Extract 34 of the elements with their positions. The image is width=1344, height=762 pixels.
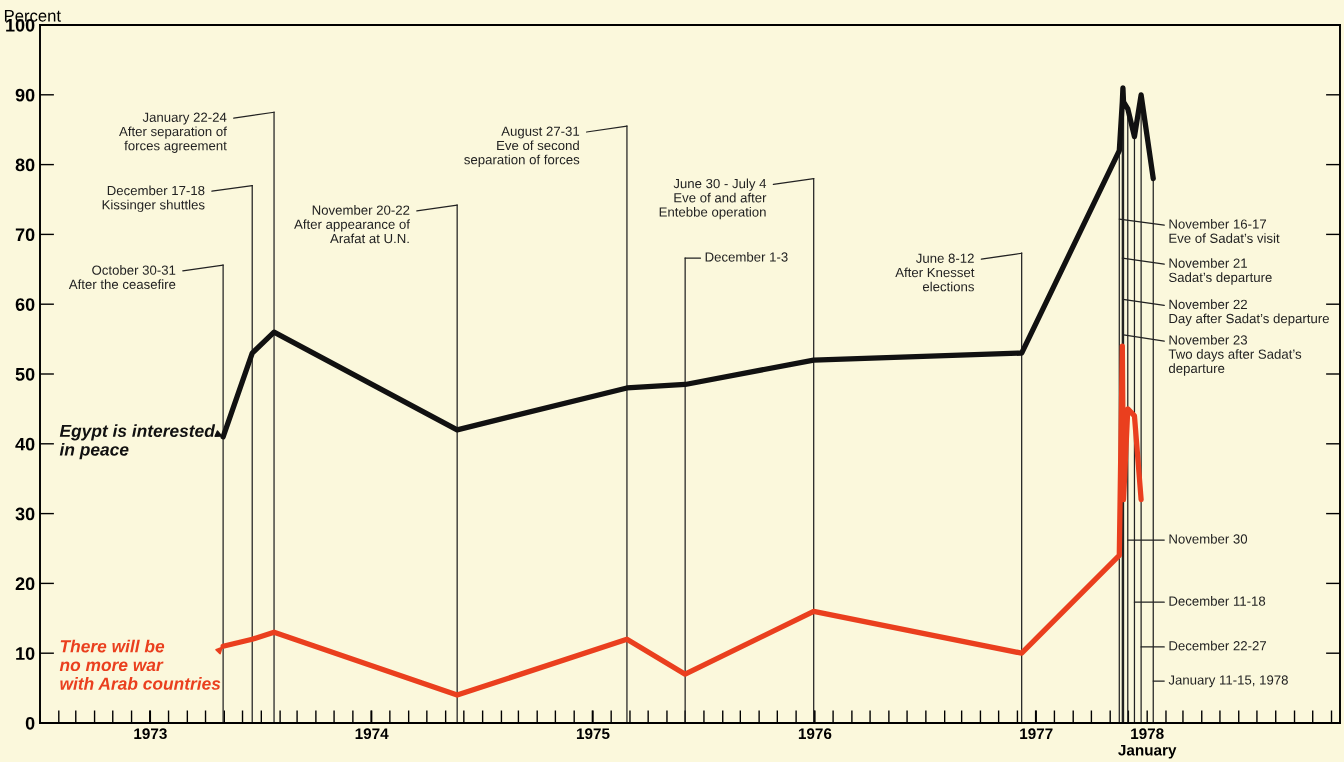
x-tick-label: 1977 (1020, 728, 1053, 740)
y-tick-label: 50 (15, 367, 35, 381)
y-tick-label: 20 (15, 577, 35, 591)
ref-line-label: November 16-17 Eve of Sadat’s visit (1169, 219, 1280, 243)
y-tick-label: 70 (15, 228, 35, 242)
ref-line-label: January 22-24 After separation of forces agreement (119, 112, 227, 153)
ref-line-label: November 22 Day after Sadat’s departure (1169, 299, 1329, 326)
x-tick-label: 1978 January (1118, 728, 1177, 759)
ref-line-label: January 11-15, 1978 (1168, 675, 1288, 688)
ref-line-label: December 11-18 (1169, 596, 1266, 606)
ref-line-label: November 23 Two days after Sadat’s departure (1168, 334, 1302, 376)
ref-line-label: November 20-22 After appearance of Arafat at U.N. (294, 205, 410, 244)
y-tick-label: 90 (15, 88, 35, 102)
legend-label: There will be no more war with Arab countries (59, 639, 221, 690)
ref-line-label: August 27-31 Eve of second separation of forces (464, 126, 580, 167)
y-tick-label: 80 (15, 158, 35, 172)
ref-line-label: December 17-18 Kissinger shuttles (102, 185, 205, 213)
x-tick-label: 1976 (798, 728, 832, 740)
y-tick-label: 30 (15, 507, 35, 521)
x-tick-label: 1975 (576, 728, 610, 740)
ref-line-label: November 21 Sadat’s departure (1169, 258, 1272, 285)
ref-line-label: December 1-3 (705, 251, 788, 262)
ref-line-label: June 30 - July 4 Eve of and after Entebbe operation (659, 178, 767, 220)
ref-line-label: June 8-12 After Knesset elections (895, 253, 975, 292)
ref-line-label: October 30-31 After the ceasefire (68, 265, 176, 290)
y-tick-label: 60 (15, 298, 35, 311)
x-tick-label: 1973 (134, 728, 167, 740)
y-tick-label: 10 (16, 647, 35, 660)
ref-line-label: December 22-27 (1169, 640, 1267, 651)
y-tick-label: 40 (15, 437, 35, 451)
y-tick-label: 0 (25, 716, 35, 730)
ref-line-label: November 30 (1169, 533, 1248, 544)
x-tick-label: 1974 (355, 728, 389, 740)
legend-label: Egypt is interested in peace (59, 424, 216, 460)
